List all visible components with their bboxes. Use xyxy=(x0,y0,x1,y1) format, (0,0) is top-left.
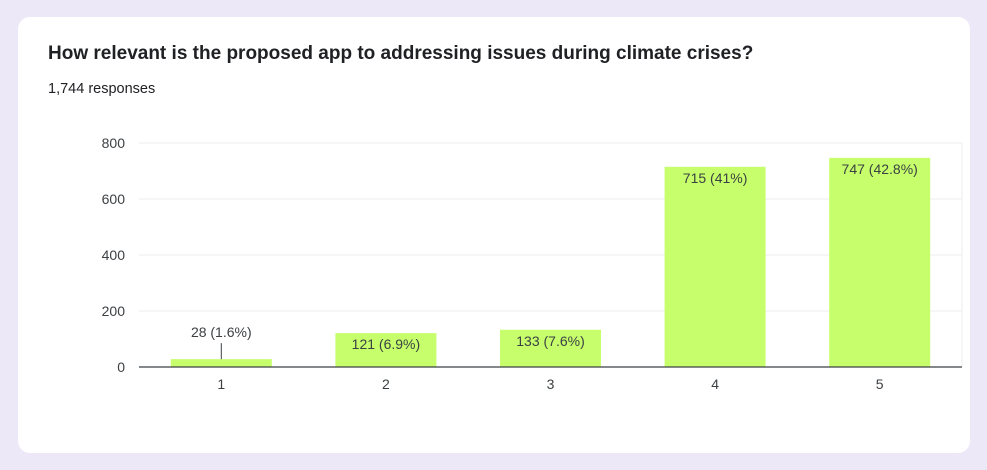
bar-2 xyxy=(335,333,437,367)
question-title: How relevant is the proposed app to addr… xyxy=(48,43,754,64)
x-tick-label: 5 xyxy=(876,376,884,392)
x-tick-label: 2 xyxy=(382,376,390,392)
data-label: 133 (7.6%) xyxy=(516,333,584,349)
data-label: 121 (6.9%) xyxy=(352,336,420,352)
data-label: 28 (1.6%) xyxy=(191,324,252,340)
y-tick-label: 0 xyxy=(117,359,125,375)
y-tick-label: 800 xyxy=(102,135,126,151)
data-label: 715 (41%) xyxy=(683,170,748,186)
data-label: 747 (42.8%) xyxy=(842,161,918,177)
y-tick-label: 200 xyxy=(102,303,126,319)
bar-5 xyxy=(829,157,931,367)
y-tick-label: 400 xyxy=(102,247,126,263)
x-tick-label: 1 xyxy=(217,376,225,392)
x-tick-label: 4 xyxy=(711,376,719,392)
y-tick-label: 600 xyxy=(102,191,126,207)
bar-3 xyxy=(500,329,601,367)
bar-4 xyxy=(664,166,766,367)
bar-chart: 0 200 400 600 800 28 (1.6%) 121 (6.9%) 133 (7.6… xyxy=(102,135,963,392)
responses-count: 1,744 responses xyxy=(48,81,156,97)
x-tick-label: 3 xyxy=(547,376,555,392)
chart-card: How relevant is the proposed app to addr… xyxy=(18,17,970,453)
bar-1 xyxy=(170,359,272,367)
